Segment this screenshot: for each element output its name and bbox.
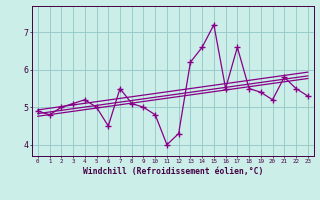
X-axis label: Windchill (Refroidissement éolien,°C): Windchill (Refroidissement éolien,°C) bbox=[83, 167, 263, 176]
